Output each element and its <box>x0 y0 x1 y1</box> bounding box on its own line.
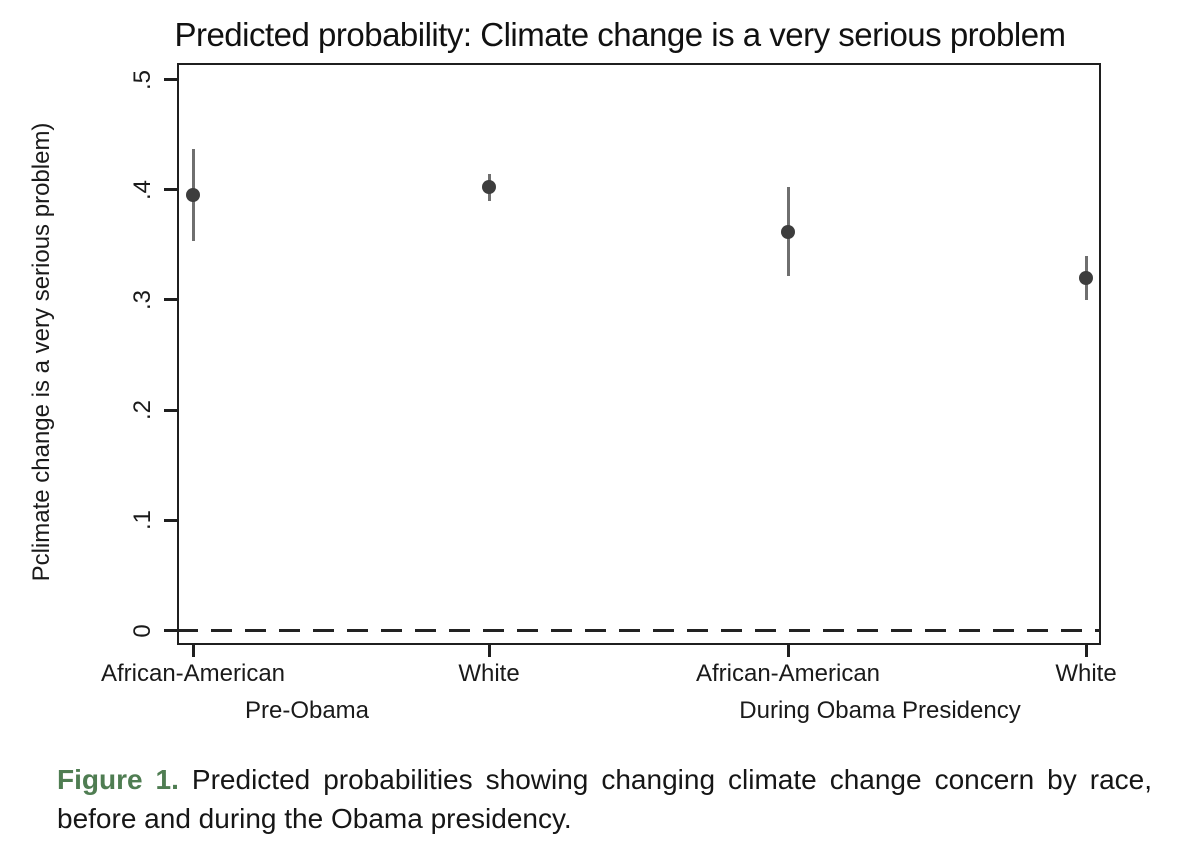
x-axis-group-label-during-obama-presidency: During Obama Presidency <box>739 697 1021 724</box>
chart-title: Predicted probability: Climate change is… <box>174 16 1066 53</box>
y-axis-tick <box>164 518 177 522</box>
x-axis-group-label-pre-obama: Pre-Obama <box>244 697 370 724</box>
y-axis-tick-label: .1 <box>129 510 156 531</box>
zero-reference-line <box>177 629 1101 632</box>
x-axis-tick <box>786 645 790 657</box>
x-axis-tick <box>487 645 491 657</box>
x-axis-category-label: White <box>1055 660 1117 687</box>
data-point-white-during-obama-presidency <box>1079 270 1093 285</box>
y-axis-tick-label: .5 <box>129 69 156 90</box>
y-axis-tick-label: .4 <box>129 179 156 200</box>
y-axis-tick-label: .2 <box>129 400 156 421</box>
caption-line-2: before and during the Obama presidency. <box>57 803 572 834</box>
x-axis-tick <box>191 645 195 657</box>
data-point-african-american-pre-obama <box>186 188 200 203</box>
y-axis-tick <box>164 408 177 412</box>
figure-caption: Figure 1. Predicted probabilities showin… <box>57 760 1152 838</box>
y-axis-tick-label: .3 <box>129 289 156 310</box>
x-axis-category-label: African-American <box>695 660 881 687</box>
y-axis-tick <box>164 188 177 192</box>
caption-line-1: Figure 1. Predicted probabilities showin… <box>57 760 1152 799</box>
x-axis-category-label: White <box>458 660 520 687</box>
y-axis-tick <box>164 298 177 302</box>
x-axis-category-label: African-American <box>100 660 286 687</box>
y-axis-tick <box>164 629 177 632</box>
plot-area <box>177 63 1101 645</box>
data-point-white-pre-obama <box>482 180 496 195</box>
y-axis-tick <box>164 78 177 81</box>
x-axis-tick <box>1084 645 1088 657</box>
y-axis-tick-label: 0 <box>129 623 156 638</box>
figure-number-label: Figure 1. <box>57 764 179 795</box>
caption-text-1: Predicted probabilities showing changing… <box>191 764 1152 795</box>
data-point-african-american-during-obama-presidency <box>781 224 795 239</box>
